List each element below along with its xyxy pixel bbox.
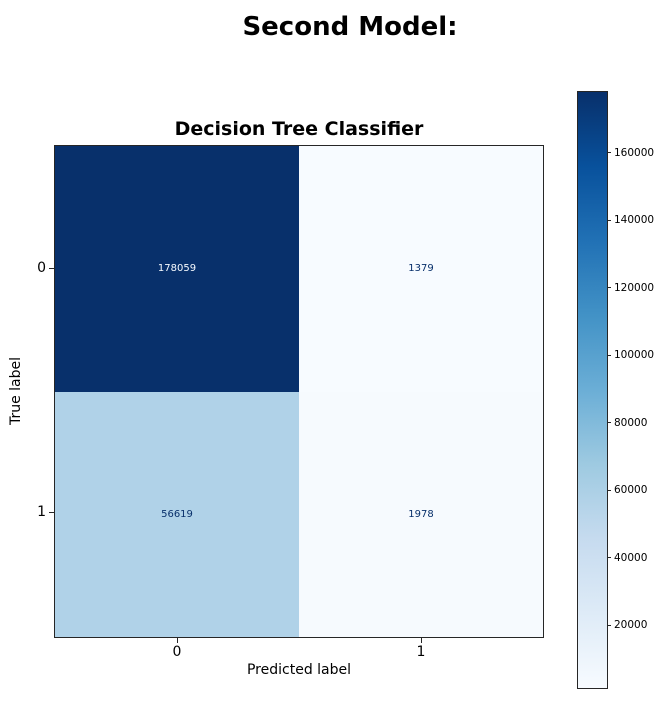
- colorbar-tick-mark: [607, 624, 611, 626]
- colorbar-tick-label: 80000: [614, 416, 648, 429]
- colorbar-tick: 60000: [607, 484, 647, 496]
- colorbar-tick: 40000: [607, 552, 647, 564]
- y-tick-mark-0: [49, 268, 54, 269]
- x-tick-label-1: 1: [416, 644, 426, 660]
- colorbar-tick-mark: [607, 354, 611, 356]
- colorbar-tick-mark: [607, 219, 611, 221]
- x-tick-label-0: 0: [172, 644, 182, 660]
- colorbar-tick-label: 20000: [614, 619, 648, 632]
- colorbar-tick-label: 160000: [614, 146, 655, 159]
- x-axis-label: Predicted label: [246, 662, 352, 678]
- colorbar-tick-mark: [607, 152, 611, 154]
- matrix-cell-0-0: 178059: [55, 146, 299, 392]
- x-tick-mark-0: [177, 638, 178, 643]
- colorbar-tick-label: 140000: [614, 214, 655, 227]
- confusion-matrix-heatmap: 178059 1379 56619 1978: [54, 145, 544, 638]
- colorbar-tick-label: 60000: [614, 484, 648, 497]
- y-tick-mark-1: [49, 512, 54, 513]
- figure-title: Second Model:: [242, 12, 458, 42]
- colorbar-tick-mark: [607, 287, 611, 289]
- matrix-cell-1-1: 1978: [299, 391, 543, 637]
- y-tick-label-1: 1: [37, 504, 46, 520]
- colorbar-tick-label: 120000: [614, 281, 655, 294]
- matrix-cell-0-1: 1379: [299, 146, 543, 392]
- colorbar-tick: 80000: [607, 417, 647, 429]
- colorbar-tick-mark: [607, 422, 611, 424]
- colorbar-tick: 100000: [607, 349, 654, 361]
- colorbar: 160000 140000 120000 100000 80000 60000 40000 2…: [577, 91, 654, 689]
- colorbar-tick: 140000: [607, 214, 654, 226]
- y-axis-label: True label: [8, 356, 24, 426]
- matrix-cell-value: 178059: [157, 263, 197, 275]
- colorbar-tick-mark: [607, 557, 611, 559]
- colorbar-tick: 160000: [607, 147, 654, 159]
- colorbar-tick: 20000: [607, 619, 647, 631]
- colorbar-tick-label: 100000: [614, 349, 655, 362]
- colorbar-tick-label: 40000: [614, 551, 648, 564]
- y-tick-label-0: 0: [37, 260, 46, 276]
- x-tick-mark-1: [421, 638, 422, 643]
- axes-title: Decision Tree Classifier: [174, 118, 424, 140]
- matrix-cell-1-0: 56619: [55, 391, 299, 637]
- matrix-cell-value: 1379: [408, 263, 434, 275]
- colorbar-tick-mark: [607, 489, 611, 491]
- colorbar-tick: 120000: [607, 282, 654, 294]
- matrix-cell-value: 1978: [408, 508, 434, 520]
- matrix-cell-value: 56619: [161, 508, 193, 520]
